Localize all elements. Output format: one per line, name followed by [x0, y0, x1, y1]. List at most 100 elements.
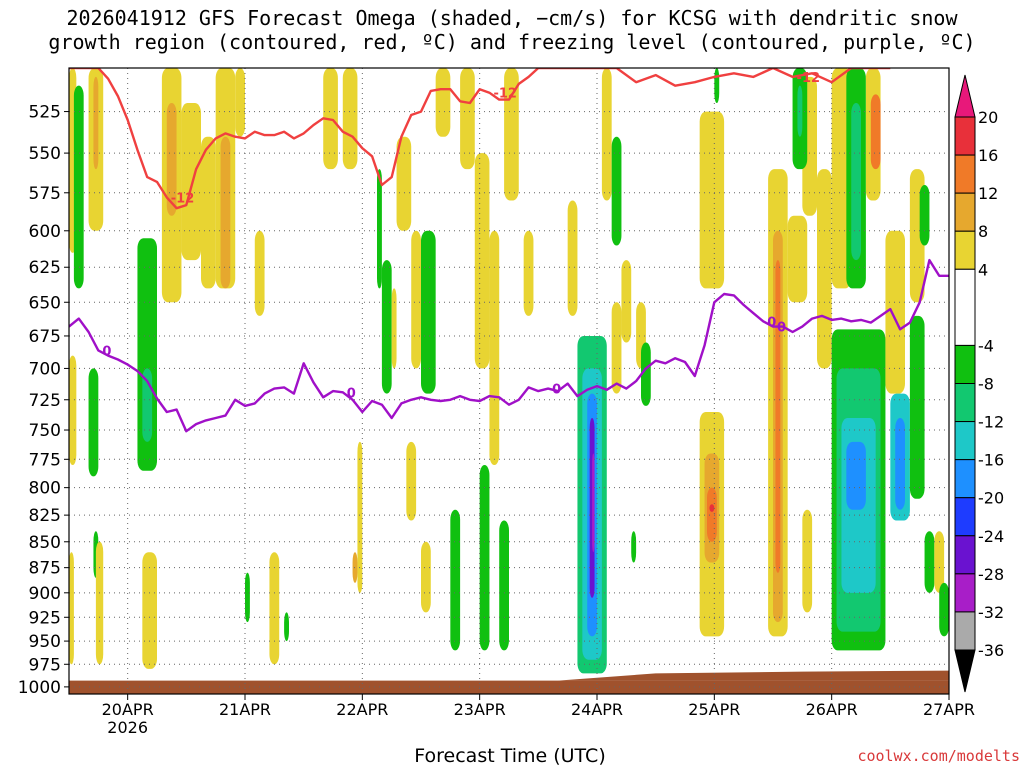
freezing-contour-label: 0: [777, 321, 786, 336]
colorbar-over-arrow: [954, 74, 976, 118]
omega-patch: [245, 572, 250, 623]
plot-frame: [68, 67, 950, 695]
omega-patch: [775, 260, 781, 573]
colorbar-bin: [954, 344, 976, 384]
omega-patch: [69, 552, 74, 665]
y-tick-label: 675: [29, 327, 61, 347]
y-tick-label: 775: [29, 450, 61, 470]
colorbar-under-arrow: [954, 649, 976, 693]
omega-patch: [895, 418, 905, 510]
colorbar-label: 8: [978, 222, 988, 241]
omega-patch: [707, 487, 717, 542]
y-tick-label: 800: [29, 479, 61, 499]
colorbar-label: 4: [978, 260, 988, 279]
omega-patch: [601, 68, 612, 201]
x-tick-label: 22APR: [336, 700, 388, 719]
colorbar-bin: [954, 116, 976, 156]
omega-patch: [504, 68, 519, 201]
omega-patch: [934, 531, 945, 593]
colorbar-label: -8: [978, 375, 994, 394]
omega-patch: [870, 94, 881, 170]
omega-patch: [499, 520, 509, 651]
x-tick-label: 27APR: [923, 700, 975, 719]
omega-patch: [567, 200, 578, 316]
omega-patch: [381, 260, 392, 394]
omega-patch: [611, 302, 622, 394]
omega-patch: [714, 68, 720, 104]
y-tick-label: 850: [29, 533, 61, 553]
colorbar-label: -16: [978, 451, 1004, 470]
colorbar-bin: [954, 154, 976, 194]
x-tick-label: 20APR: [102, 700, 154, 719]
colorbar-label: -24: [978, 527, 1004, 546]
omega-patch: [421, 541, 431, 613]
ground-rise: [557, 670, 949, 681]
colorbar-bin: [954, 535, 976, 575]
omega-patch: [460, 68, 475, 170]
x-tick-label: 26APR: [806, 700, 858, 719]
colorbar-bin: [954, 573, 976, 613]
y-tick-label: 550: [29, 144, 61, 164]
y-tick-label: 700: [29, 359, 61, 379]
omega-patch: [73, 85, 84, 289]
y-tick-label: 625: [29, 258, 61, 278]
colorbar-label: -32: [978, 603, 1004, 622]
omega-patch: [489, 230, 500, 466]
omega-patch: [523, 230, 534, 316]
ground-layer: [69, 670, 949, 694]
y-tick-label: 900: [29, 584, 61, 604]
x-tick-label: 21APR: [219, 700, 271, 719]
omega-patch: [924, 531, 935, 593]
omega-patch: [909, 315, 925, 499]
freezing-contour-label: 0: [347, 386, 356, 401]
colorbar-bin: [954, 497, 976, 537]
dgz-contour-label: -12: [171, 191, 195, 206]
omega-patch: [284, 612, 289, 642]
omega-patch: [406, 441, 417, 521]
omega-patch: [377, 169, 382, 289]
colorbar-bin: [954, 611, 976, 651]
x-axis: 20APR 21APR 22APR 23APR 24APR 25APR 26APR 27APR…: [102, 694, 975, 737]
dgz-contour-label: -12: [797, 71, 821, 86]
omega-patch: [846, 441, 866, 510]
omega-patch: [69, 355, 77, 466]
omega-patch: [592, 453, 595, 553]
y-tick-label: 925: [29, 608, 61, 628]
omega-patch: [342, 68, 358, 170]
colorbar-label: 12: [978, 184, 998, 203]
colorbar-bin: [954, 268, 976, 346]
omega-patch: [181, 103, 201, 261]
freezing-contour-label: 0: [552, 383, 561, 398]
y-tick-label: 1000: [18, 678, 61, 698]
source-credit: coolwx.com/modelts: [857, 747, 1020, 765]
colorbar-label: -28: [978, 565, 1004, 584]
x-year-label: 2026: [107, 718, 148, 737]
omega-patch: [396, 136, 412, 231]
y-tick-label: 825: [29, 506, 61, 526]
dgz-contour-label: -12: [493, 87, 517, 102]
colorbar-bin: [954, 383, 976, 423]
y-axis: 525 550 575 600 625 650 675 700 725 750 775 800 825 8…: [18, 103, 69, 698]
omega-patch: [611, 136, 622, 246]
y-tick-label: 875: [29, 559, 61, 579]
omega-patch: [220, 136, 231, 289]
title-line-2: growth region (contoured, red, ºC) and f…: [48, 30, 976, 54]
omega-patch: [142, 552, 157, 669]
omega-patch: [352, 552, 358, 583]
omega-patch: [88, 368, 99, 477]
omega-patch: [166, 103, 177, 216]
omega-patch: [421, 230, 436, 394]
y-tick-label: 950: [29, 632, 61, 652]
omega-patch: [95, 541, 104, 665]
omega-patch: [93, 76, 99, 170]
omega-patch: [254, 230, 265, 316]
grid-lines: [69, 68, 950, 694]
chart-title: 2026041912 GFS Forecast Omega (shaded, −…: [0, 6, 1024, 54]
dgz-contour: [69, 68, 891, 210]
omega-patch: [787, 215, 808, 303]
omega-patch: [435, 68, 451, 137]
omega-patch: [201, 136, 216, 289]
colorbar-label: -12: [978, 413, 1004, 432]
